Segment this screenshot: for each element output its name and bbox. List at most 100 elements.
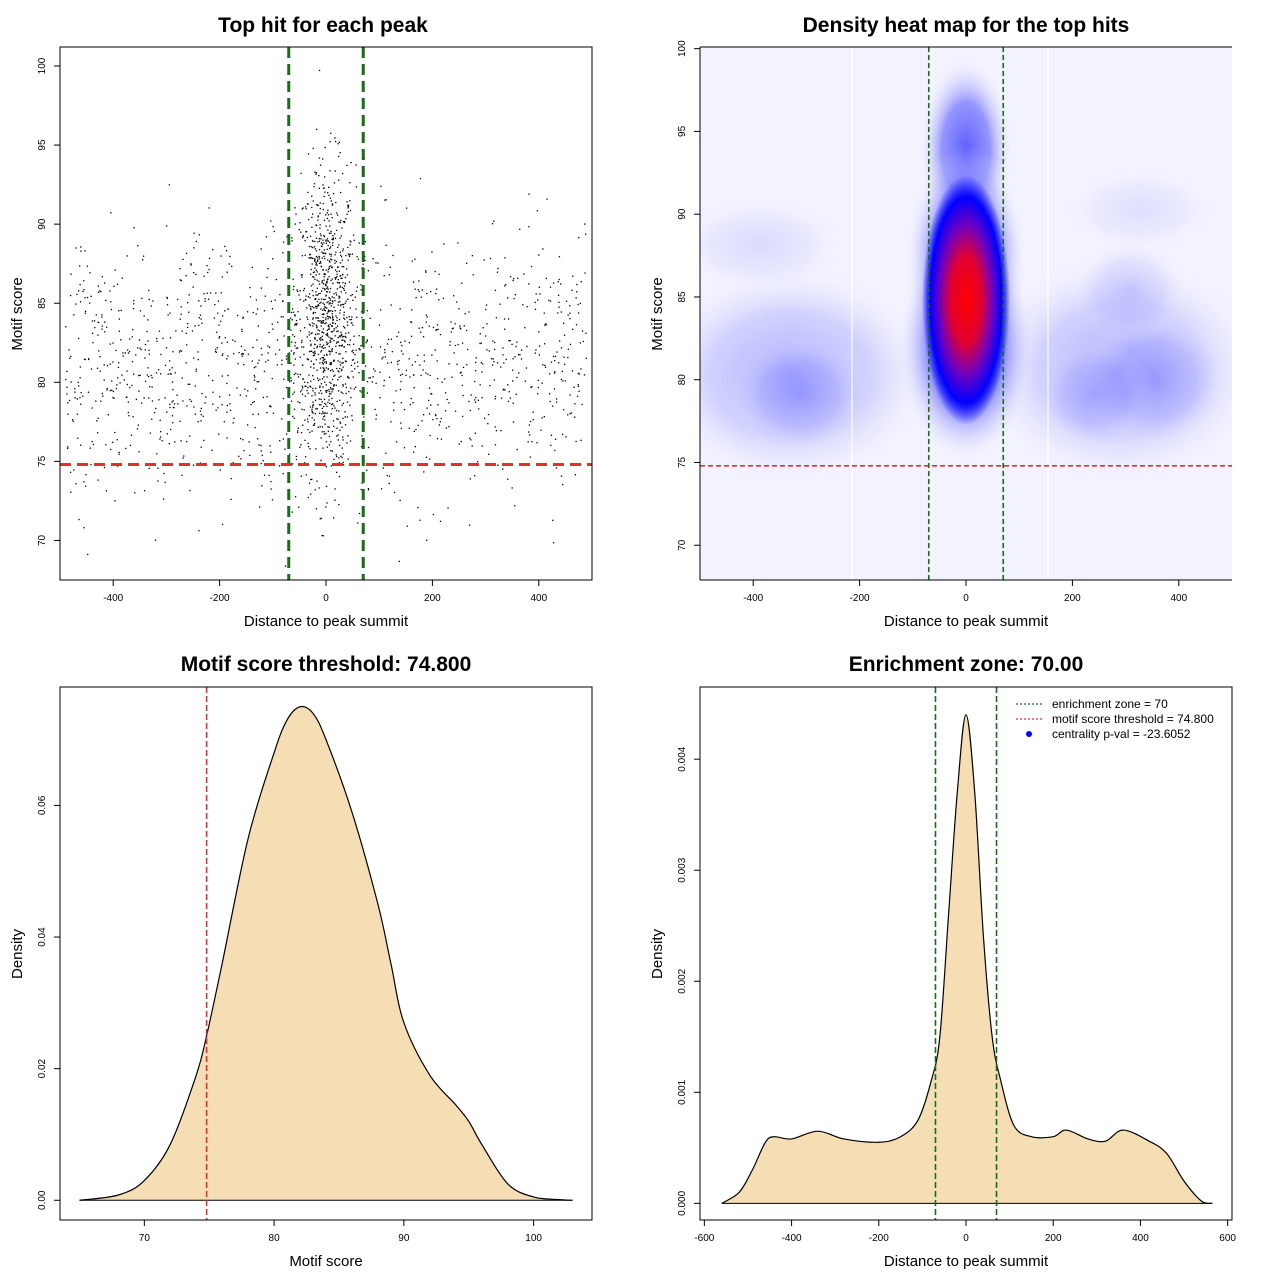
scatter-point xyxy=(317,241,319,243)
scatter-point xyxy=(146,374,149,376)
scatter-point xyxy=(332,282,334,284)
scatter-point xyxy=(169,369,171,371)
scatter-point xyxy=(190,263,192,265)
scatter-point xyxy=(316,256,318,259)
scatter-point xyxy=(317,304,320,306)
scatter-point xyxy=(331,430,334,433)
scatter-point xyxy=(336,275,338,278)
scatter-point xyxy=(574,403,576,405)
scatter-point xyxy=(490,357,493,360)
scatter-point xyxy=(502,347,504,349)
scatter-point xyxy=(321,282,323,284)
scatter-point xyxy=(267,352,269,354)
scatter-point xyxy=(331,278,333,280)
scatter-point xyxy=(311,240,314,242)
heatmap-surface xyxy=(700,47,1232,580)
scatter-point xyxy=(139,347,141,349)
scatter-point xyxy=(201,322,203,324)
scatter-point xyxy=(335,277,337,279)
scatter-point xyxy=(341,447,343,449)
scatter-point xyxy=(351,359,354,361)
scatter-point xyxy=(253,366,255,369)
scatter-point xyxy=(221,375,223,377)
scatter-point xyxy=(326,307,328,309)
scatter-point xyxy=(507,384,509,386)
enrichment-density-x-label: Distance to peak summit xyxy=(884,1253,1049,1270)
scatter-point xyxy=(304,456,307,458)
scatter-point xyxy=(328,328,331,330)
scatter-point xyxy=(548,393,551,395)
scatter-point xyxy=(292,311,295,313)
scatter-point xyxy=(266,396,268,398)
scatter-point xyxy=(309,235,312,238)
scatter-point xyxy=(178,351,181,353)
scatter-point xyxy=(309,305,312,308)
scatter-point xyxy=(418,280,420,282)
motif-density-line xyxy=(79,705,573,1201)
scatter-point xyxy=(319,345,321,348)
scatter-point xyxy=(494,426,496,428)
scatter-point xyxy=(315,359,317,361)
scatter-point xyxy=(270,220,272,222)
scatter-point xyxy=(554,359,556,362)
scatter-point xyxy=(344,340,346,342)
scatter-point xyxy=(330,388,332,390)
scatter-point xyxy=(345,292,347,294)
scatter-point xyxy=(367,489,370,491)
scatter-point xyxy=(299,373,302,376)
scatter-point xyxy=(97,417,99,419)
scatter-point xyxy=(303,381,306,383)
scatter-point xyxy=(118,310,120,312)
scatter-point xyxy=(331,450,334,452)
scatter-point xyxy=(438,424,440,426)
scatter-point xyxy=(319,164,322,166)
scatter-point xyxy=(325,334,328,336)
scatter-point xyxy=(325,294,327,296)
scatter-point xyxy=(493,360,495,363)
scatter-point xyxy=(251,266,254,269)
scatter-point xyxy=(279,293,281,296)
scatter-point xyxy=(340,345,342,347)
scatter-point xyxy=(344,276,347,279)
scatter-point xyxy=(474,432,476,434)
scatter-point xyxy=(323,412,325,415)
scatter-point xyxy=(138,451,140,453)
scatter-point xyxy=(323,354,326,356)
scatter-point xyxy=(87,358,90,361)
scatter-point xyxy=(195,368,197,370)
scatter-point xyxy=(431,354,433,356)
scatter-point xyxy=(172,400,174,402)
scatter-point xyxy=(446,398,448,401)
scatter-point xyxy=(230,498,232,501)
scatter-point xyxy=(239,437,242,440)
scatter-point xyxy=(523,273,525,275)
scatter-point xyxy=(565,300,568,302)
scatter-point xyxy=(260,287,263,289)
scatter-point xyxy=(90,295,92,298)
scatter-point xyxy=(133,299,135,302)
scatter-point xyxy=(513,297,515,300)
scatter-point xyxy=(481,397,483,399)
x-tick-label: -400 xyxy=(782,1233,802,1244)
scatter-point xyxy=(206,292,208,294)
scatter-point xyxy=(329,316,331,318)
scatter-point xyxy=(336,325,339,327)
scatter-point xyxy=(346,401,349,403)
scatter-point xyxy=(285,386,288,389)
scatter-point xyxy=(500,429,502,432)
scatter-point xyxy=(332,322,334,324)
scatter-point xyxy=(383,379,385,382)
scatter-point xyxy=(302,378,304,380)
scatter-point xyxy=(69,471,72,474)
motif-density-y-label: Density xyxy=(9,928,26,979)
scatter-point xyxy=(529,420,532,423)
scatter-point xyxy=(362,263,364,265)
scatter-point xyxy=(435,292,437,295)
scatter-point xyxy=(286,236,288,238)
scatter-point xyxy=(149,432,152,434)
scatter-point xyxy=(342,325,345,328)
scatter-point xyxy=(486,323,488,325)
scatter-point xyxy=(323,276,325,278)
scatter-point xyxy=(465,329,468,332)
